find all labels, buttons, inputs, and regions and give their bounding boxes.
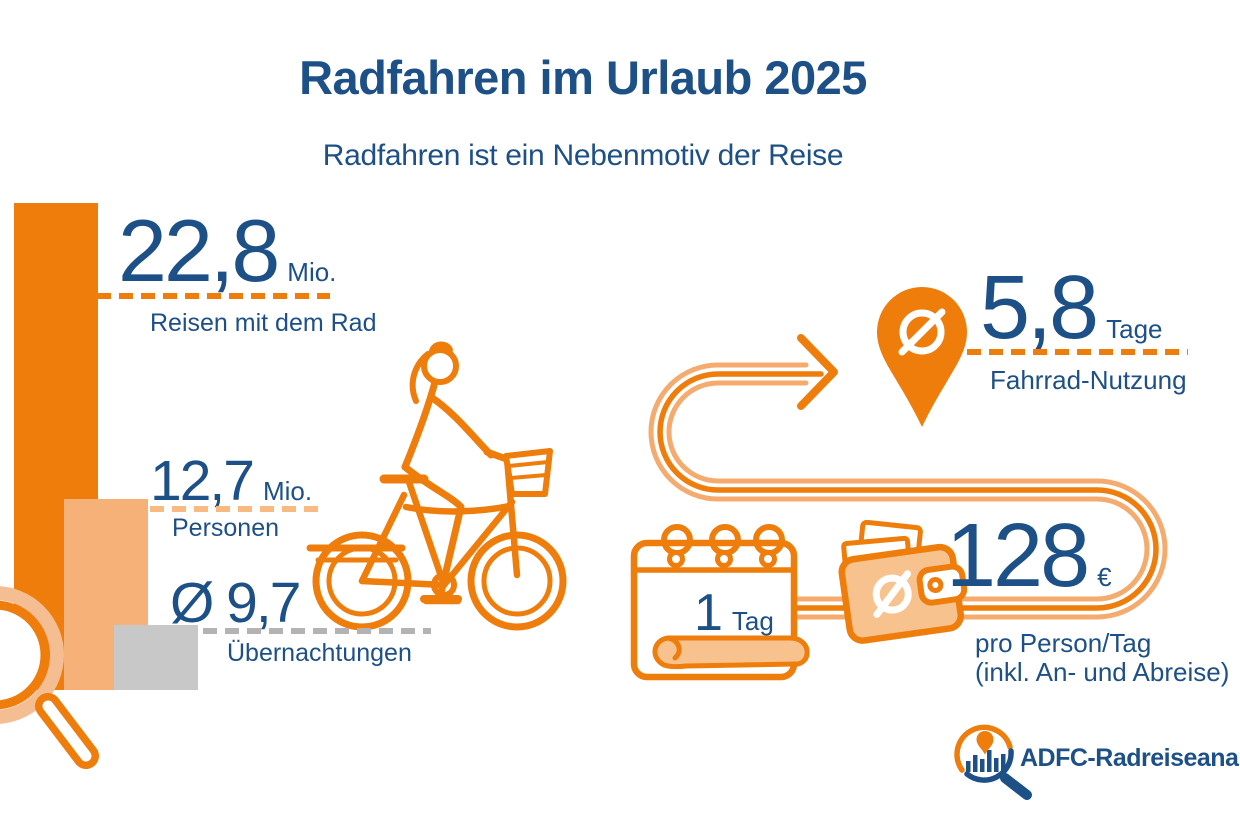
average-icon bbox=[872, 570, 912, 618]
stat-personen-unit: Mio. bbox=[262, 476, 313, 506]
stat-nutzung-value: 5,8 bbox=[980, 258, 1099, 358]
stat-reisen: 22,8 Mio. bbox=[118, 207, 336, 295]
bar-uebernachtungen bbox=[114, 625, 198, 690]
stat-reisen-unit: Mio. bbox=[287, 257, 337, 287]
stat-kosten-unit: € bbox=[1097, 562, 1112, 592]
stat-basis-unit: Tag bbox=[731, 606, 774, 636]
stat-personen-value: 12,7 bbox=[150, 449, 255, 513]
stat-uebernachtungen-value: Ø 9,7 bbox=[170, 571, 301, 635]
wallet-icon bbox=[838, 519, 968, 644]
logo-bars bbox=[966, 750, 1006, 772]
magnifier-icon bbox=[0, 586, 99, 769]
location-pin-icon bbox=[877, 287, 967, 427]
rider-ponytail bbox=[409, 351, 431, 404]
stat-nutzung: 5,8 Tage bbox=[980, 263, 1163, 353]
front-wheel bbox=[467, 531, 567, 631]
leader-line-reisen bbox=[97, 293, 330, 299]
leader-line-uebernachtungen bbox=[203, 628, 431, 634]
average-icon bbox=[898, 308, 946, 356]
route-arrow-icon bbox=[797, 334, 838, 410]
stat-basis-value: 1 bbox=[694, 584, 723, 642]
stat-uebernachtungen: Ø 9,7 bbox=[170, 575, 301, 632]
title-prefix: Radfahren im Urlaub bbox=[299, 51, 752, 104]
stat-reisen-label: Reisen mit dem Rad bbox=[150, 309, 377, 337]
bike-basket bbox=[503, 448, 553, 497]
stat-kosten-value: 128 bbox=[946, 506, 1090, 606]
leader-line-nutzung bbox=[967, 349, 1188, 355]
route-path bbox=[648, 334, 1168, 620]
rider-torso bbox=[401, 378, 439, 471]
stat-personen-label: Personen bbox=[172, 514, 280, 542]
stat-kosten: 128 € bbox=[946, 511, 1112, 601]
stat-kosten-label-2: (inkl. An- und Abreise) bbox=[975, 657, 1230, 687]
rider-arm bbox=[427, 393, 495, 459]
stat-personen: 12,7 Mio. bbox=[150, 453, 312, 510]
page-curl bbox=[652, 635, 810, 670]
logo-pin bbox=[976, 731, 994, 755]
stat-nutzung-label: Fahrrad-Nutzung bbox=[990, 365, 1187, 395]
adfc-logo-icon bbox=[954, 724, 1032, 800]
cyclist-illustration bbox=[306, 341, 567, 631]
stat-reisen-value: 22,8 bbox=[118, 201, 280, 300]
stat-kosten-label-1: pro Person/Tag bbox=[975, 628, 1152, 658]
rider-leg bbox=[401, 463, 465, 597]
calendar-icon bbox=[630, 524, 810, 681]
page-title: Radfahren im Urlaub 2025 bbox=[0, 50, 1166, 105]
stat-basis: 1 Tag bbox=[694, 587, 774, 639]
leader-line-personen bbox=[150, 506, 322, 512]
brand-name: ADFC-Radreiseanalyse bbox=[1020, 744, 1240, 772]
stat-nutzung-unit: Tage bbox=[1106, 314, 1163, 344]
stat-uebernachtungen-label: Übernachtungen bbox=[227, 639, 412, 667]
page-subtitle: Radfahren ist ein Nebenmotiv der Reise bbox=[322, 139, 844, 172]
title-year: 2025 bbox=[764, 51, 867, 104]
rider-head bbox=[421, 347, 459, 385]
